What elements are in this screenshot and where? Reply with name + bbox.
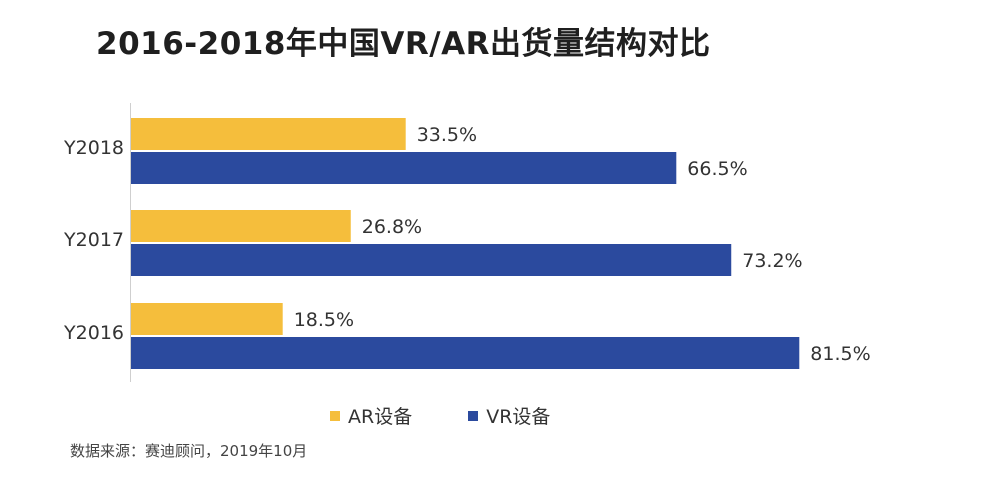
data-label: 66.5% bbox=[687, 158, 747, 180]
category-label: Y2017 bbox=[63, 229, 124, 251]
legend-swatch-ar bbox=[330, 410, 340, 421]
bar-vr bbox=[131, 337, 800, 369]
data-label: 81.5% bbox=[810, 343, 870, 365]
category-label: Y2018 bbox=[63, 137, 124, 159]
data-label: 33.5% bbox=[417, 124, 477, 146]
bar-ar bbox=[131, 210, 351, 242]
data-label: 26.8% bbox=[362, 216, 422, 238]
legend-item-vr: VR设备 bbox=[468, 402, 550, 429]
data-label: 18.5% bbox=[294, 309, 354, 331]
bar-vr bbox=[131, 152, 677, 184]
chart-title: 2016-2018年中国VR/AR出货量结构对比 bbox=[96, 26, 711, 62]
bar-vr bbox=[131, 244, 732, 276]
legend-label-ar: AR设备 bbox=[348, 406, 413, 428]
legend: AR设备 VR设备 bbox=[330, 402, 550, 429]
legend-swatch-vr bbox=[468, 410, 479, 421]
category-label: Y2016 bbox=[63, 322, 124, 344]
bar-ar bbox=[131, 118, 406, 150]
source-note: 数据来源：赛迪顾问，2019年10月 bbox=[70, 442, 308, 460]
legend-label-vr: VR设备 bbox=[486, 406, 551, 428]
data-label: 73.2% bbox=[742, 250, 802, 272]
bar-ar bbox=[131, 303, 283, 335]
legend-item-ar: AR设备 bbox=[330, 402, 412, 429]
